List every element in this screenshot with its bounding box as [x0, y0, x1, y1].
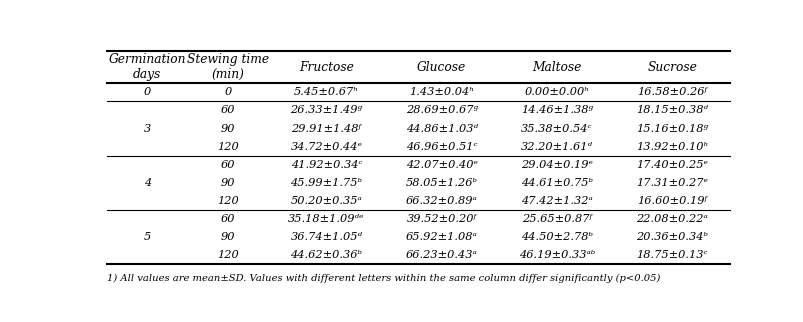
Text: 58.05±1.26ᵇ: 58.05±1.26ᵇ	[406, 178, 477, 188]
Text: 39.52±0.20ᶠ: 39.52±0.20ᶠ	[406, 214, 476, 224]
Text: 66.32±0.89ᵃ: 66.32±0.89ᵃ	[406, 196, 477, 206]
Text: 13.92±0.10ʰ: 13.92±0.10ʰ	[635, 142, 707, 152]
Text: 26.33±1.49ᵍ: 26.33±1.49ᵍ	[290, 105, 362, 115]
Text: 20.36±0.34ᵇ: 20.36±0.34ᵇ	[635, 232, 707, 242]
Text: 32.20±1.61ᵈ: 32.20±1.61ᵈ	[520, 142, 592, 152]
Text: 25.65±0.87ᶠ: 25.65±0.87ᶠ	[521, 214, 591, 224]
Text: 18.15±0.38ᵈ: 18.15±0.38ᵈ	[635, 105, 707, 115]
Text: Sucrose: Sucrose	[646, 61, 696, 74]
Text: 29.91±1.48ᶠ: 29.91±1.48ᶠ	[291, 124, 361, 134]
Text: 17.40±0.25ᵉ: 17.40±0.25ᵉ	[635, 160, 707, 170]
Text: 65.92±1.08ᵃ: 65.92±1.08ᵃ	[406, 232, 477, 242]
Text: 5: 5	[144, 232, 151, 242]
Text: 44.50±2.78ᵇ: 44.50±2.78ᵇ	[520, 232, 592, 242]
Text: 60: 60	[221, 160, 235, 170]
Text: Fructose: Fructose	[299, 61, 353, 74]
Text: 0: 0	[144, 87, 151, 97]
Text: 0.00±0.00ʰ: 0.00±0.00ʰ	[524, 87, 589, 97]
Text: 60: 60	[221, 105, 235, 115]
Text: 46.96±0.51ᶜ: 46.96±0.51ᶜ	[406, 142, 477, 152]
Text: 44.61±0.75ᵇ: 44.61±0.75ᵇ	[520, 178, 592, 188]
Text: 29.04±0.19ᵉ: 29.04±0.19ᵉ	[520, 160, 592, 170]
Text: 3: 3	[144, 124, 151, 134]
Text: 17.31±0.27ᵉ: 17.31±0.27ᵉ	[635, 178, 707, 188]
Text: 46.19±0.33ᵃᵇ: 46.19±0.33ᵃᵇ	[518, 250, 594, 260]
Text: 28.69±0.67ᵍ: 28.69±0.67ᵍ	[406, 105, 477, 115]
Text: 1.43±0.04ʰ: 1.43±0.04ʰ	[409, 87, 474, 97]
Text: Stewing time
(min): Stewing time (min)	[187, 53, 269, 81]
Text: 4: 4	[144, 178, 151, 188]
Text: 90: 90	[221, 178, 235, 188]
Text: 41.92±0.34ᶜ: 41.92±0.34ᶜ	[290, 160, 361, 170]
Text: 18.75±0.13ᶜ: 18.75±0.13ᶜ	[636, 250, 707, 260]
Text: 16.60±0.19ᶠ: 16.60±0.19ᶠ	[636, 196, 707, 206]
Text: 36.74±1.05ᵈ: 36.74±1.05ᵈ	[290, 232, 362, 242]
Text: 66.23±0.43ᵃ: 66.23±0.43ᵃ	[406, 250, 477, 260]
Text: 45.99±1.75ᵇ: 45.99±1.75ᵇ	[290, 178, 362, 188]
Text: 35.38±0.54ᶜ: 35.38±0.54ᶜ	[520, 124, 592, 134]
Text: 120: 120	[217, 196, 238, 206]
Text: 22.08±0.22ᵃ: 22.08±0.22ᵃ	[635, 214, 707, 224]
Text: 50.20±0.35ᵃ: 50.20±0.35ᵃ	[290, 196, 362, 206]
Text: 14.46±1.38ᵍ: 14.46±1.38ᵍ	[520, 105, 592, 115]
Text: 5.45±0.67ʰ: 5.45±0.67ʰ	[293, 87, 358, 97]
Text: 44.86±1.03ᵈ: 44.86±1.03ᵈ	[406, 124, 477, 134]
Text: 120: 120	[217, 250, 238, 260]
Text: 16.58±0.26ᶠ: 16.58±0.26ᶠ	[636, 87, 707, 97]
Text: 42.07±0.40ᵉ: 42.07±0.40ᵉ	[406, 160, 477, 170]
Text: Germination
days: Germination days	[108, 53, 185, 81]
Text: 0: 0	[224, 87, 231, 97]
Text: Glucose: Glucose	[417, 61, 466, 74]
Text: 47.42±1.32ᵃ: 47.42±1.32ᵃ	[520, 196, 592, 206]
Text: 90: 90	[221, 124, 235, 134]
Text: 44.62±0.36ᵇ: 44.62±0.36ᵇ	[290, 250, 362, 260]
Text: 90: 90	[221, 232, 235, 242]
Text: 1) All values are mean±SD. Values with different letters within the same column : 1) All values are mean±SD. Values with d…	[107, 274, 659, 283]
Text: Maltose: Maltose	[532, 61, 581, 74]
Text: 60: 60	[221, 214, 235, 224]
Text: 35.18±1.09ᵈᵉ: 35.18±1.09ᵈᵉ	[287, 214, 364, 224]
Text: 15.16±0.18ᵍ: 15.16±0.18ᵍ	[635, 124, 707, 134]
Text: 34.72±0.44ᵉ: 34.72±0.44ᵉ	[290, 142, 362, 152]
Text: 120: 120	[217, 142, 238, 152]
